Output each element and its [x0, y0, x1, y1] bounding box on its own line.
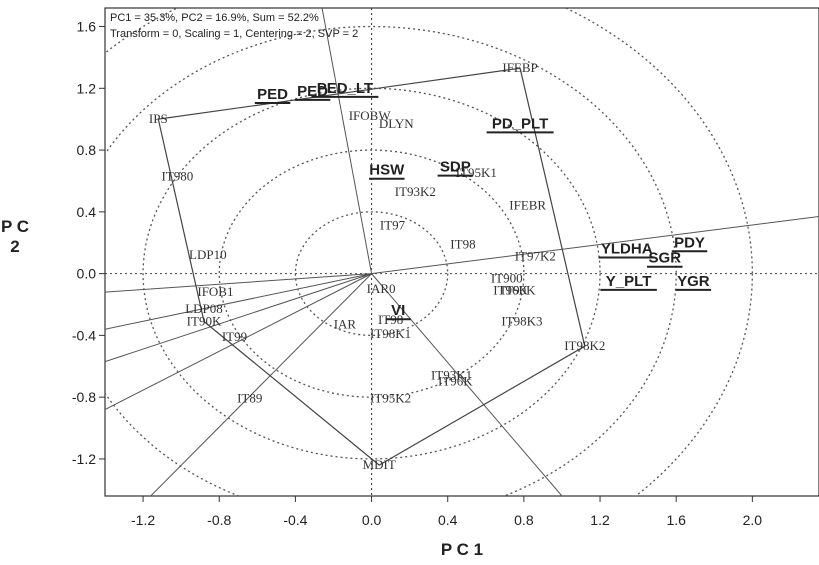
- y-axis-title: P C 2: [1, 217, 29, 256]
- sector-ray: [321, 8, 373, 274]
- genotype-label: IT93K1: [431, 368, 472, 383]
- y-axis-title-number: 2: [10, 237, 19, 256]
- genotype-label: IT93K2: [395, 184, 436, 199]
- genotype-label: IT98K3: [501, 313, 542, 328]
- sector-ray: [105, 273, 372, 330]
- genotype-label: IT96K: [493, 283, 528, 298]
- trait-label: VI: [391, 302, 405, 319]
- trait-label: HSW: [369, 162, 405, 179]
- genotype-label: IFEBP: [502, 60, 537, 75]
- genotype-label: IT96K: [438, 374, 473, 389]
- sector-ray: [105, 273, 372, 410]
- genotype-label: IT98K1: [370, 326, 411, 341]
- trait-label: PED: [257, 86, 288, 103]
- sector-ray: [371, 273, 563, 496]
- x-tick-label: 1.2: [590, 512, 610, 528]
- sector-ray: [105, 273, 372, 293]
- genotype-label: IFEBR: [509, 198, 546, 213]
- genotype-label: IT97K2: [515, 249, 556, 264]
- polygon-group: [157, 67, 586, 466]
- x-tick-label: 1.6: [666, 512, 686, 528]
- genotype-label: IT98K2: [564, 338, 605, 353]
- genotype-label: IAR: [334, 317, 357, 332]
- genotype-label: IT900: [491, 270, 523, 285]
- x-tick-label: 0.8: [514, 512, 534, 528]
- x-tick-label: 0.4: [438, 512, 458, 528]
- genotype-label: IT97: [380, 218, 406, 233]
- concentric-circle: [218, 149, 525, 398]
- x-tick-label: -1.2: [131, 512, 155, 528]
- genotype-label: IPS: [149, 111, 168, 126]
- genotype-label: IT980: [161, 168, 193, 183]
- genotype-label: IT98: [450, 236, 475, 251]
- y-tick-label: -0.4: [72, 327, 96, 343]
- genotype-label: IFOBW: [349, 108, 392, 123]
- biplot-info-line-1: PC1 = 35.3%, PC2 = 16.9%, Sum = 52.2%: [110, 12, 319, 24]
- y-tick-label: 0.0: [77, 266, 97, 282]
- trait-label: SGR: [649, 250, 682, 267]
- biplot-info-line-2: Transform = 0, Scaling = 1, Centering = …: [110, 28, 358, 40]
- which-won-where-polygon: [157, 67, 586, 466]
- x-tick-label: -0.8: [207, 512, 231, 528]
- x-axis-title: P C 1: [441, 540, 483, 559]
- trait-label: PED: [297, 83, 328, 100]
- y-axis-title-letters: P C: [1, 217, 29, 236]
- trait-label: PD_PLT: [492, 115, 548, 132]
- y-tick-label: 1.2: [77, 80, 97, 96]
- y-tick-label: -1.2: [72, 451, 96, 467]
- trait-label: Y_PLT: [606, 273, 652, 290]
- trait-label: PDY: [674, 234, 705, 251]
- sector-ray: [105, 273, 372, 363]
- x-axis-ticks: -1.2 -0.8 -0.4 0.0 0.4 0.8 1.2 1.6 2.0: [131, 496, 762, 528]
- trait-label: YGR: [677, 273, 710, 290]
- trait-label: PED_LT: [317, 80, 373, 97]
- concentric-circle: [105, 8, 753, 496]
- genotype-label: LDP08: [185, 301, 223, 316]
- genotype-label: DLYN: [379, 116, 414, 131]
- genotype-label: LDP10: [189, 247, 227, 262]
- genotype-label: IT99: [222, 329, 247, 344]
- genotype-label: IT89: [237, 391, 262, 406]
- genotype-label: IFOB1: [197, 284, 233, 299]
- y-tick-label: 0.4: [77, 204, 97, 220]
- sector-ray: [150, 273, 372, 496]
- trait-label: YLDHA: [601, 240, 653, 257]
- x-tick-label: 0.0: [362, 512, 382, 528]
- y-tick-label: 1.6: [77, 19, 97, 35]
- trait-label: SDP: [440, 159, 471, 176]
- x-tick-label: -0.4: [283, 512, 307, 528]
- sector-rays: [105, 8, 819, 496]
- genotype-label: IT95K2: [370, 391, 411, 406]
- genotype-label: IAR0: [367, 281, 396, 296]
- genotype-label: IT90K: [187, 313, 222, 328]
- x-tick-label: 2.0: [743, 512, 763, 528]
- y-tick-label: 0.8: [77, 142, 97, 158]
- y-axis-ticks: 1.6 1.2 0.8 0.4 0.0 -0.4 -0.8 -1.2: [72, 19, 105, 467]
- y-tick-label: -0.8: [72, 389, 96, 405]
- genotype-label: MDIT: [363, 457, 396, 472]
- genotype-label: IT90K: [501, 283, 536, 298]
- sector-ray: [371, 215, 819, 275]
